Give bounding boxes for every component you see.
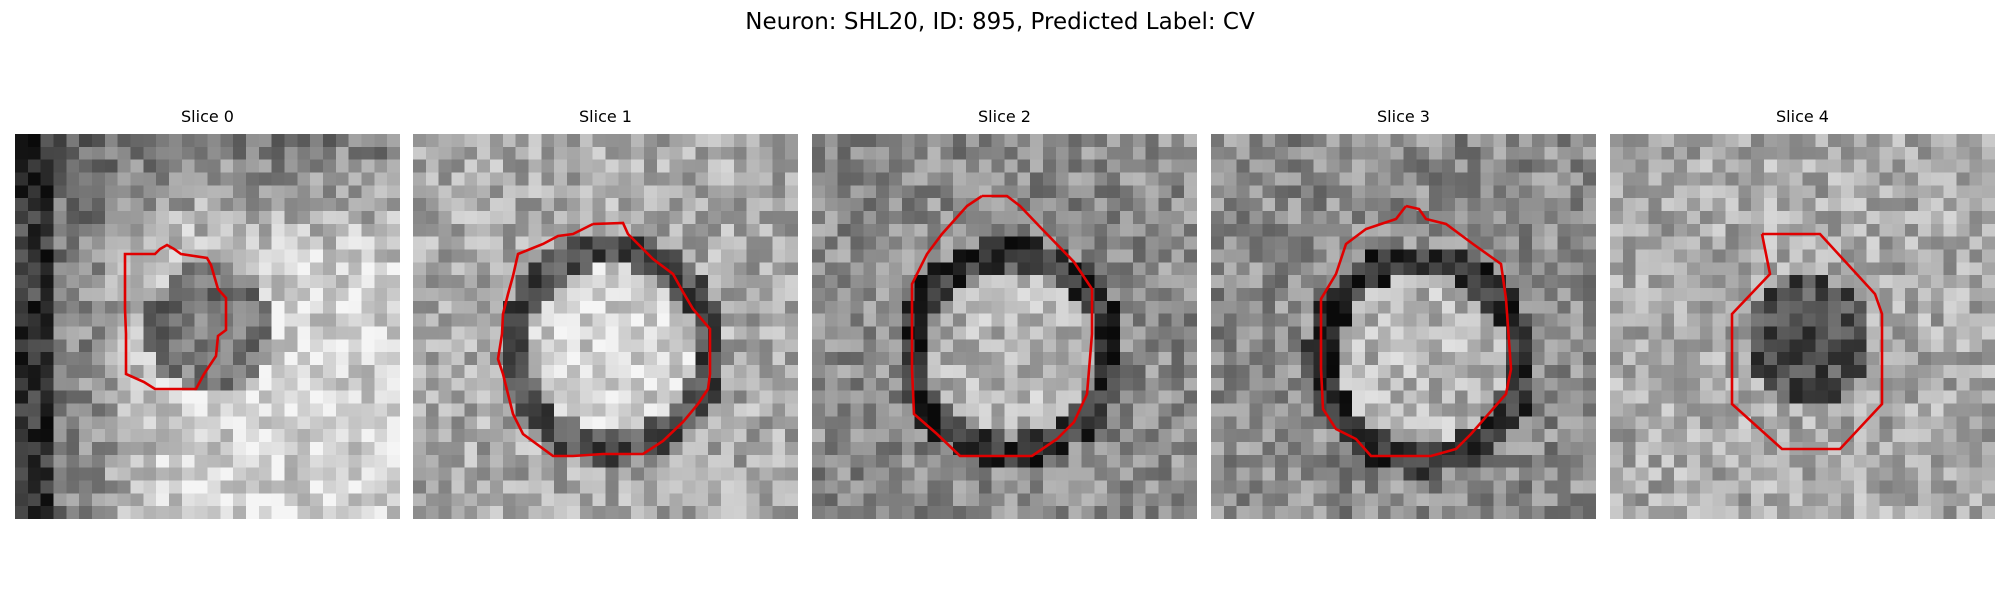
roi-polygon-4 [1730,232,1884,451]
roi-polygon-1 [496,221,712,458]
roi-outline-0 [123,243,228,391]
slice-image-1 [413,134,798,519]
roi-polygon-3 [1319,204,1513,458]
slice-image-4 [1610,134,1995,519]
slice-title-1: Slice 1 [579,107,632,126]
slice-title-4: Slice 4 [1776,107,1829,126]
roi-outline-3 [1319,204,1513,458]
slice-panel-2: Slice 2 [812,107,1197,519]
slice-panel-3: Slice 3 [1211,107,1596,519]
slice-pixels-0 [15,134,400,519]
slice-pixels-4 [1610,134,1995,519]
figure-title: Neuron: SHL20, ID: 895, Predicted Label:… [745,9,1255,35]
roi-outline-2 [910,194,1094,458]
roi-outline-1 [496,221,712,458]
slice-title-3: Slice 3 [1377,107,1430,126]
slice-panel-4: Slice 4 [1610,107,1995,519]
slice-image-2 [812,134,1197,519]
slice-image-0 [15,134,400,519]
roi-polygon-0 [123,243,228,391]
roi-polygon-2 [910,194,1094,458]
slice-panel-0: Slice 0 [15,107,400,519]
slice-title-0: Slice 0 [181,107,234,126]
slice-image-3 [1211,134,1596,519]
slice-panel-1: Slice 1 [413,107,798,519]
slice-title-2: Slice 2 [978,107,1031,126]
roi-outline-4 [1730,232,1884,451]
